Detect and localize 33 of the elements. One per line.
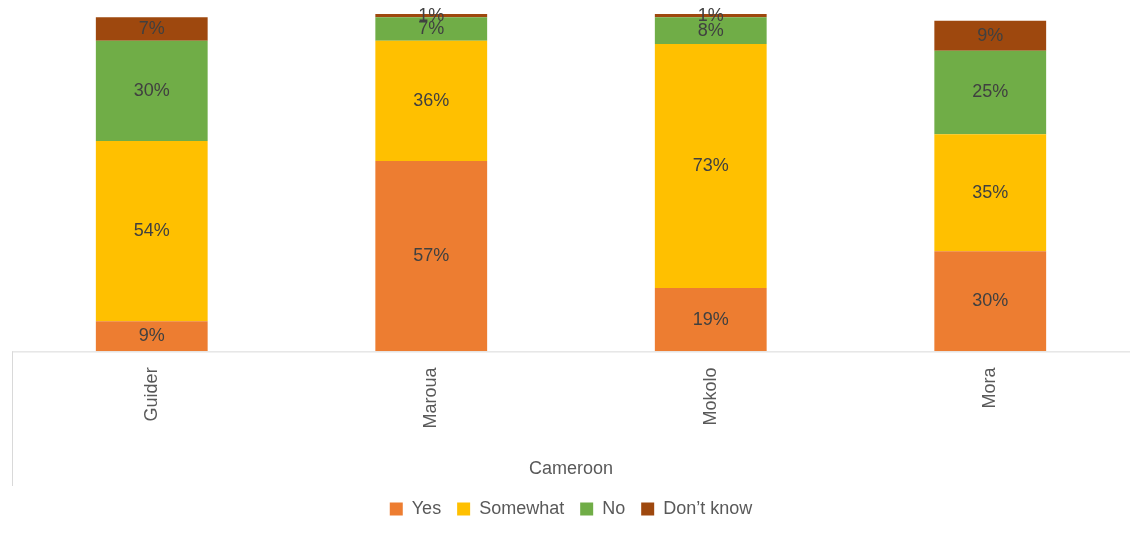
bar: [95, 40, 208, 141]
data-label: 7%: [138, 18, 165, 38]
data-label: 30%: [972, 290, 1009, 311]
legend-label: Somewhat: [479, 497, 565, 518]
data-label: 73%: [692, 154, 729, 175]
data-label: 25%: [972, 81, 1009, 102]
x-tick-label: Mokolo: [699, 367, 720, 426]
bar: [934, 251, 1047, 352]
legend-label: Yes: [411, 497, 442, 518]
x-tick-label: Maroua: [420, 366, 441, 429]
data-label: 9%: [977, 24, 1004, 45]
data-label: 35%: [972, 181, 1009, 202]
bar: [654, 44, 767, 288]
x-axis-title: Cameroon: [528, 458, 614, 479]
bar: [654, 287, 767, 352]
data-label: 9%: [138, 325, 165, 346]
legend-label: Don’t know: [663, 497, 754, 518]
bar: [95, 321, 208, 352]
data-label: 57%: [413, 245, 450, 266]
bar: [375, 40, 488, 161]
data-label: 19%: [692, 308, 729, 329]
bar: [375, 160, 488, 352]
bar: [934, 20, 1047, 51]
bar: [95, 140, 208, 322]
data-label: 36%: [413, 89, 450, 110]
x-tick-label: Mora: [979, 366, 1000, 409]
bar: [934, 134, 1047, 252]
bar: [95, 17, 208, 41]
bar: [934, 50, 1047, 135]
legend-label: No: [602, 497, 626, 518]
data-label: 54%: [133, 220, 170, 241]
x-tick-label: Guider: [140, 367, 161, 422]
data-label: 30%: [133, 79, 170, 100]
